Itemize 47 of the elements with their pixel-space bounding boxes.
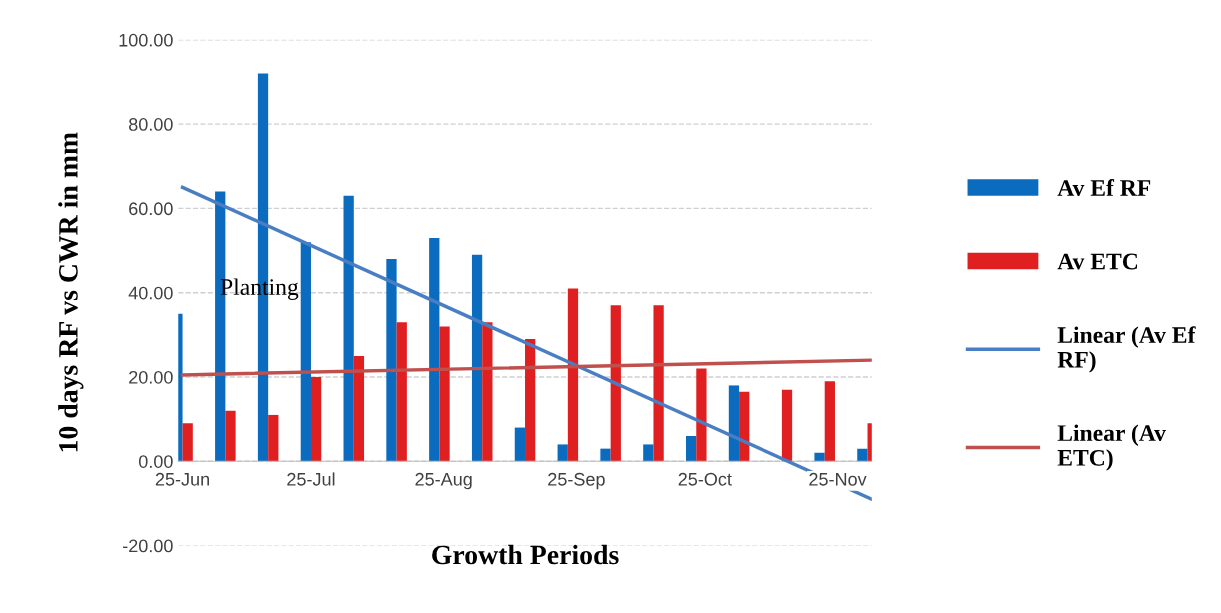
bar (696, 368, 707, 462)
legend-label: Linear (Av ETC) (1057, 424, 1166, 471)
bar (686, 436, 697, 462)
bar (643, 444, 654, 462)
bar (310, 377, 322, 462)
bar (781, 389, 793, 462)
bar (525, 339, 536, 462)
x-tick-label: 25-Aug (415, 472, 472, 490)
y-tick-label: 100.00 (119, 33, 173, 47)
x-axis-title: Growth Periods (432, 544, 619, 565)
bar (268, 414, 279, 462)
bar (300, 242, 311, 462)
y-tick-label: 20.00 (129, 370, 173, 384)
bar (567, 288, 579, 462)
y-tick-label: 0.00 (138, 455, 173, 468)
bar (439, 326, 450, 462)
legend-label: Linear (Av Ef RF) (1057, 326, 1196, 373)
y-tick-label: 40.00 (128, 286, 173, 300)
bar (653, 305, 664, 462)
bar (814, 452, 825, 462)
bar (482, 322, 493, 462)
bar (824, 381, 835, 462)
bar (353, 355, 365, 462)
bar (396, 322, 407, 462)
bar (182, 423, 193, 462)
bar (386, 258, 397, 462)
bar (225, 410, 236, 462)
x-tick-label: 25-Jul (287, 472, 335, 486)
bar (610, 305, 621, 462)
legend-label: Av ETC (1057, 253, 1138, 270)
bar (557, 444, 568, 462)
x-tick-label: 25-Jun (155, 472, 209, 486)
bar (739, 391, 750, 462)
bar (429, 237, 440, 462)
legend-label: Av Ef RF (1057, 179, 1151, 196)
y-axis-title: 10 days RF vs CWR in mm (58, 132, 84, 452)
y-tick-label: 80.00 (129, 118, 173, 131)
bar (514, 427, 526, 462)
bar (343, 195, 354, 462)
y-tick-label: 60.00 (129, 202, 173, 216)
x-tick-label: 25-Nov (809, 472, 867, 486)
bar (600, 448, 611, 462)
y-tick-label: -20.00 (123, 539, 173, 553)
bar (728, 385, 740, 462)
x-tick-label: 25-Oct (678, 472, 732, 486)
x-tick-label: 25-Sep (548, 472, 605, 490)
bar (471, 254, 483, 462)
